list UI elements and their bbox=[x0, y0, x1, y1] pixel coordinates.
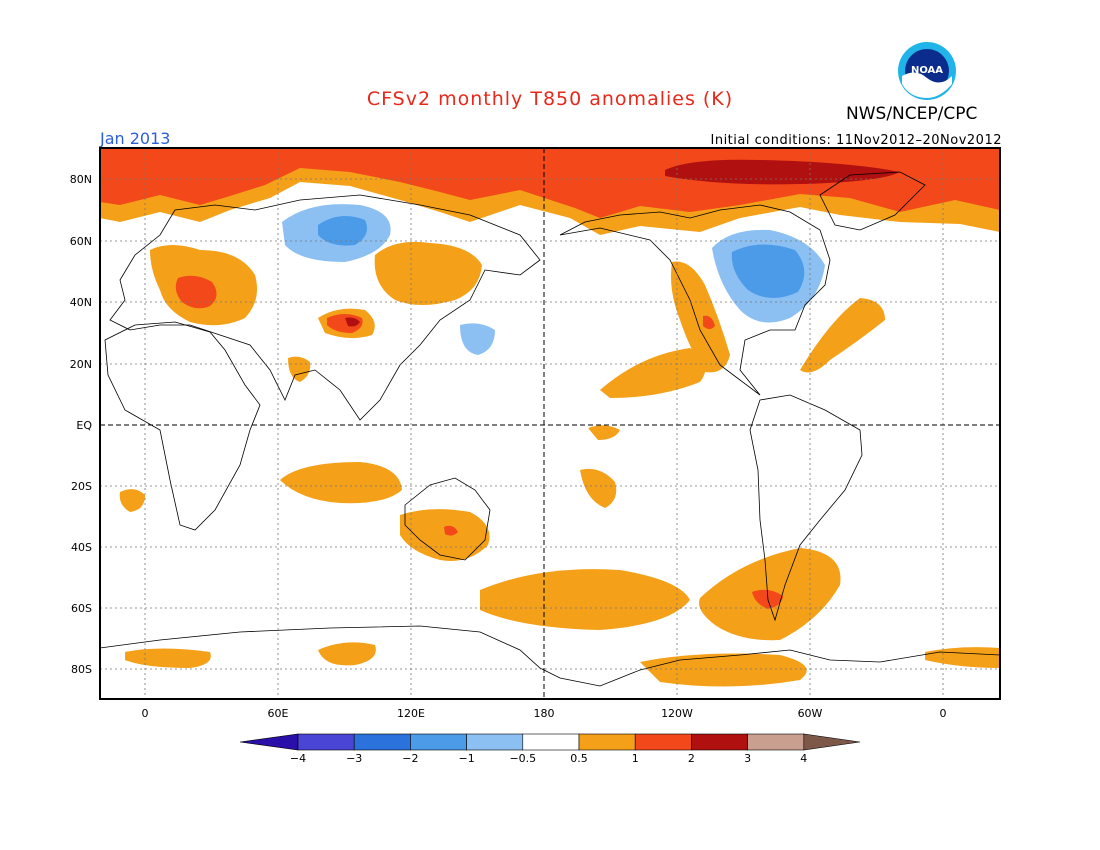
colorbar-tick-label: −3 bbox=[346, 752, 362, 765]
initial-conditions-label: Initial conditions: 11Nov2012–20Nov2012 bbox=[710, 133, 1002, 148]
longitude-labels: 0 60E 120E 180 120W 60W 0 bbox=[142, 707, 947, 720]
map-title: CFSv2 monthly T850 anomalies (K) bbox=[366, 88, 734, 110]
tibet-extreme-anomaly bbox=[345, 317, 360, 327]
greenland-outline bbox=[819, 171, 926, 231]
arctic-extreme-warm-anomaly bbox=[665, 159, 900, 185]
colorbar-tick-label: 3 bbox=[744, 752, 751, 765]
asia-warm-anomaly bbox=[374, 241, 482, 305]
mexico-strong-anomaly bbox=[703, 315, 715, 329]
lat-label: 20S bbox=[71, 480, 92, 493]
south-pacific-warm-anomaly bbox=[480, 569, 690, 630]
noaa-logo-icon: NOAA bbox=[898, 42, 956, 100]
colorbar-tick-label: −0.5 bbox=[509, 752, 536, 765]
lon-label: 60W bbox=[798, 707, 823, 720]
colorbar-left-arrow bbox=[239, 733, 299, 751]
australia-strong-anomaly bbox=[444, 525, 458, 536]
lon-label: 180 bbox=[534, 707, 555, 720]
pacific-warm-anomaly bbox=[600, 348, 706, 398]
lon-label: 60E bbox=[268, 707, 289, 720]
antarctic-warm-anomaly-west bbox=[125, 648, 211, 668]
colorbar-right-arrow bbox=[803, 733, 861, 751]
colorbar-tick-label: 0.5 bbox=[570, 752, 588, 765]
colorbar-tick-label: −2 bbox=[402, 752, 418, 765]
colorbar-swatch bbox=[297, 733, 355, 751]
grid-lines bbox=[100, 148, 1000, 699]
southern-ocean-warm-anomaly bbox=[640, 653, 807, 687]
lat-label: 80N bbox=[70, 173, 92, 186]
lat-label: 60N bbox=[70, 235, 92, 248]
indian-ocean-warm-anomaly bbox=[280, 462, 402, 504]
south-america-outline bbox=[749, 394, 863, 622]
lon-label: 120W bbox=[661, 707, 693, 720]
antarctic-warm-anomaly-east bbox=[318, 642, 376, 666]
lat-label: 20N bbox=[70, 358, 92, 371]
colorbar: −4 −3 −2 −1 −0.5 0.5 1 2 3 4 bbox=[239, 733, 861, 765]
europe-strong-anomaly bbox=[175, 275, 217, 309]
colorbar-swatch bbox=[522, 733, 580, 751]
lat-label: 40S bbox=[71, 541, 92, 554]
continent-outlines bbox=[100, 171, 1000, 687]
colorbar-tick-label: 4 bbox=[800, 752, 807, 765]
australia-outline bbox=[404, 477, 491, 561]
lat-label: 80S bbox=[71, 663, 92, 676]
colorbar-swatch bbox=[634, 733, 692, 751]
eq-pacific-warm-anomaly bbox=[588, 425, 620, 440]
colorbar-swatch bbox=[691, 733, 748, 751]
latitude-labels: 80N 60N 40N 20N EQ 20S 40S 60S 80S bbox=[70, 173, 93, 676]
colorbar-tick-label: 2 bbox=[688, 752, 695, 765]
pacific-south-warm-anomaly bbox=[580, 468, 617, 508]
lon-label: 0 bbox=[142, 707, 149, 720]
noaa-logo-text: NOAA bbox=[911, 65, 943, 76]
agency-label: NWS/NCEP/CPC bbox=[846, 104, 978, 124]
lat-label: 40N bbox=[70, 296, 92, 309]
colorbar-swatch bbox=[353, 733, 411, 751]
africa-south-warm-anomaly bbox=[119, 489, 145, 512]
anomaly-field bbox=[100, 148, 1000, 687]
south-america-strong-anomaly bbox=[752, 589, 783, 609]
map-frame bbox=[99, 147, 1001, 700]
colorbar-tick-label: −4 bbox=[290, 752, 306, 765]
lon-label: 0 bbox=[940, 707, 947, 720]
colorbar-swatch bbox=[578, 733, 636, 751]
reference-lines bbox=[100, 148, 1000, 699]
siberia-colder-anomaly bbox=[318, 216, 368, 246]
pacific-cold-anomaly bbox=[460, 323, 495, 355]
eurasia-outline bbox=[109, 194, 541, 421]
lat-label: EQ bbox=[76, 419, 92, 432]
colorbar-tick-label: 1 bbox=[632, 752, 639, 765]
western-america-warm-anomaly bbox=[671, 261, 730, 373]
india-warm-anomaly bbox=[288, 356, 311, 382]
month-label: Jan 2013 bbox=[100, 129, 171, 148]
antarctica-outline bbox=[100, 625, 1000, 687]
lat-label: 60S bbox=[71, 602, 92, 615]
colorbar-swatch bbox=[410, 733, 467, 751]
antarctic-warm-anomaly-far-east bbox=[925, 647, 1000, 668]
australia-warm-anomaly bbox=[400, 509, 490, 561]
africa-outline bbox=[104, 321, 261, 531]
colorbar-swatch bbox=[466, 733, 524, 751]
north-america-outline bbox=[559, 204, 831, 396]
lon-label: 120E bbox=[397, 707, 425, 720]
atlantic-warm-anomaly bbox=[800, 298, 885, 373]
colorbar-tick-label: −1 bbox=[458, 752, 474, 765]
colorbar-swatch bbox=[747, 733, 805, 751]
canada-colder-anomaly bbox=[731, 244, 805, 299]
